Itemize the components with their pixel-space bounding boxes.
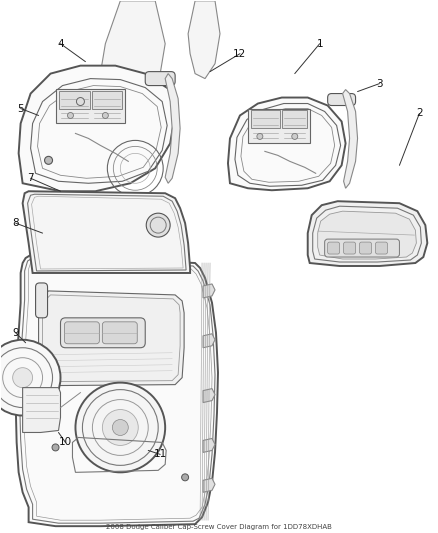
- Text: 12: 12: [233, 49, 247, 59]
- Text: 9: 9: [12, 328, 19, 338]
- Circle shape: [77, 98, 85, 106]
- Polygon shape: [203, 439, 215, 453]
- FancyBboxPatch shape: [343, 242, 356, 254]
- Circle shape: [13, 368, 32, 387]
- Polygon shape: [59, 91, 90, 109]
- Circle shape: [182, 474, 189, 481]
- Circle shape: [67, 112, 74, 118]
- Circle shape: [45, 156, 53, 164]
- Polygon shape: [203, 478, 215, 492]
- Polygon shape: [100, 1, 165, 99]
- Text: 10: 10: [59, 438, 72, 447]
- Polygon shape: [16, 255, 218, 526]
- Circle shape: [102, 112, 108, 118]
- Polygon shape: [39, 291, 184, 385]
- Polygon shape: [203, 389, 215, 402]
- Circle shape: [52, 444, 59, 451]
- Text: 4: 4: [57, 39, 64, 49]
- Polygon shape: [251, 110, 280, 128]
- Polygon shape: [23, 191, 190, 273]
- Text: 5: 5: [18, 103, 24, 114]
- Circle shape: [75, 383, 165, 472]
- FancyBboxPatch shape: [325, 239, 399, 257]
- Polygon shape: [92, 91, 122, 109]
- Polygon shape: [203, 284, 215, 298]
- FancyBboxPatch shape: [328, 94, 356, 106]
- Text: 2: 2: [416, 109, 423, 118]
- Polygon shape: [19, 66, 175, 191]
- Text: 7: 7: [27, 173, 34, 183]
- Text: 3: 3: [376, 78, 383, 88]
- Polygon shape: [228, 98, 346, 190]
- Text: 11: 11: [154, 449, 167, 459]
- Polygon shape: [318, 211, 417, 259]
- Polygon shape: [203, 334, 215, 348]
- FancyBboxPatch shape: [328, 242, 339, 254]
- Text: 2008 Dodge Caliber Cap-Screw Cover Diagram for 1DD78XDHAB: 2008 Dodge Caliber Cap-Screw Cover Diagr…: [106, 524, 332, 530]
- Circle shape: [112, 419, 128, 435]
- Circle shape: [102, 409, 138, 446]
- Circle shape: [146, 213, 170, 237]
- Text: 1: 1: [316, 39, 323, 49]
- FancyBboxPatch shape: [145, 71, 175, 86]
- Polygon shape: [282, 110, 307, 128]
- FancyBboxPatch shape: [64, 322, 99, 344]
- FancyBboxPatch shape: [35, 283, 48, 318]
- FancyBboxPatch shape: [375, 242, 388, 254]
- Polygon shape: [248, 109, 310, 143]
- FancyBboxPatch shape: [102, 322, 137, 344]
- Polygon shape: [343, 90, 357, 188]
- Circle shape: [292, 133, 298, 140]
- Circle shape: [257, 133, 263, 140]
- Polygon shape: [188, 1, 220, 78]
- Polygon shape: [56, 88, 125, 124]
- Polygon shape: [165, 74, 180, 183]
- FancyBboxPatch shape: [360, 242, 371, 254]
- Polygon shape: [23, 387, 60, 432]
- Text: 8: 8: [12, 218, 19, 228]
- Polygon shape: [308, 201, 427, 266]
- FancyBboxPatch shape: [60, 318, 145, 348]
- Circle shape: [0, 340, 60, 416]
